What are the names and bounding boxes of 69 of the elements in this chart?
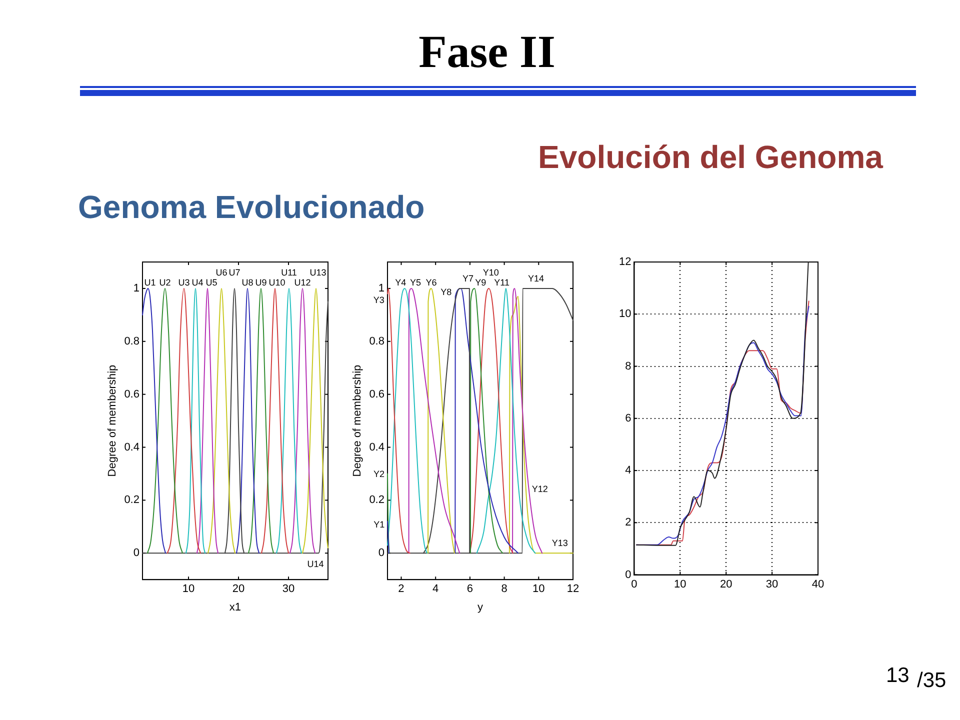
x-axis-title: y [477, 601, 484, 614]
y-tick-label: 0.2 [124, 494, 140, 506]
series-label: U5 [206, 277, 218, 288]
chart-title: Fase II [418, 25, 556, 78]
y-tick-label: 0 [133, 547, 140, 560]
x-tick-label: 30 [282, 583, 295, 596]
series-label: Y4 [395, 277, 406, 288]
text: 13 [886, 664, 910, 688]
y-tick-label: 10 [618, 308, 632, 320]
y-tick-label: 0.6 [124, 388, 140, 400]
y-tick-label: 8 [625, 360, 632, 372]
x-tick-label: 20 [720, 578, 732, 590]
x-tick-label: 8 [501, 583, 508, 596]
y-tick-label: 0.6 [369, 388, 384, 400]
x-tick-label: 10 [532, 583, 545, 596]
x-tick-label: 4 [432, 583, 439, 596]
x-tick-label: 10 [182, 583, 195, 596]
series-label: U1 [144, 277, 156, 288]
series-label: Y5 [410, 277, 422, 288]
series-label: Y14 [528, 273, 544, 284]
y-tick-label: 12 [618, 256, 632, 268]
series-label: Y10 [482, 267, 499, 278]
y-tick-label: 1 [378, 282, 384, 294]
x-tick-label: 6 [466, 583, 473, 596]
y-tick-label: 1 [133, 282, 140, 294]
series-label: U2 [159, 277, 171, 288]
series-label: Y11 [494, 277, 510, 288]
series-label: U12 [294, 277, 311, 288]
y-axis-title: Degree of membership [352, 364, 364, 477]
series-label: Y1 [374, 520, 385, 530]
series-label: Y2 [373, 469, 384, 480]
series-label: Y12 [532, 484, 548, 494]
chart-title: Genoma Evolucionado [78, 189, 425, 226]
series-label: Y13 [552, 538, 568, 548]
series-label: U4 [192, 277, 204, 288]
series-label: Y9 [475, 277, 486, 288]
y-tick-label: 0.2 [369, 494, 384, 506]
series-label: U14 [307, 558, 324, 569]
series-label: U13 [310, 267, 326, 278]
y-tick-label: 4 [625, 464, 632, 477]
series-label: U11 [281, 267, 297, 278]
series-label: Y3 [373, 295, 384, 306]
series-label: U8 [242, 277, 254, 288]
x-tick-label: 30 [766, 578, 778, 590]
y-tick-label: 0.8 [124, 335, 140, 348]
y-tick-label: 0 [378, 547, 384, 560]
y-tick-label: 0.4 [124, 441, 140, 454]
series-label: Y8 [440, 287, 452, 298]
text: /35 [917, 669, 946, 693]
series-label: Y7 [462, 273, 474, 284]
y-tick-label: 0.4 [369, 441, 384, 454]
series-label: Y6 [426, 277, 437, 288]
y-axis-title: Degree of membership [106, 364, 119, 477]
series-label: U7 [228, 267, 240, 278]
x-tick-label: 10 [674, 578, 686, 590]
series-label: U3 [178, 277, 190, 288]
series-label: U9 [255, 277, 267, 288]
x-tick-label: 20 [232, 583, 245, 596]
x-tick-label: 40 [812, 578, 824, 590]
series-label: U6 [216, 267, 228, 278]
y-tick-label: 2 [625, 516, 632, 529]
y-tick-label: 0 [625, 568, 632, 581]
x-axis-title: x1 [229, 601, 242, 614]
x-tick-label: 2 [398, 583, 404, 596]
chart-title: Evolución del Genoma [538, 139, 883, 176]
y-tick-label: 6 [625, 412, 632, 424]
y-tick-label: 0.8 [369, 335, 384, 348]
series-label: U10 [268, 277, 286, 288]
x-tick-label: 12 [566, 583, 580, 596]
